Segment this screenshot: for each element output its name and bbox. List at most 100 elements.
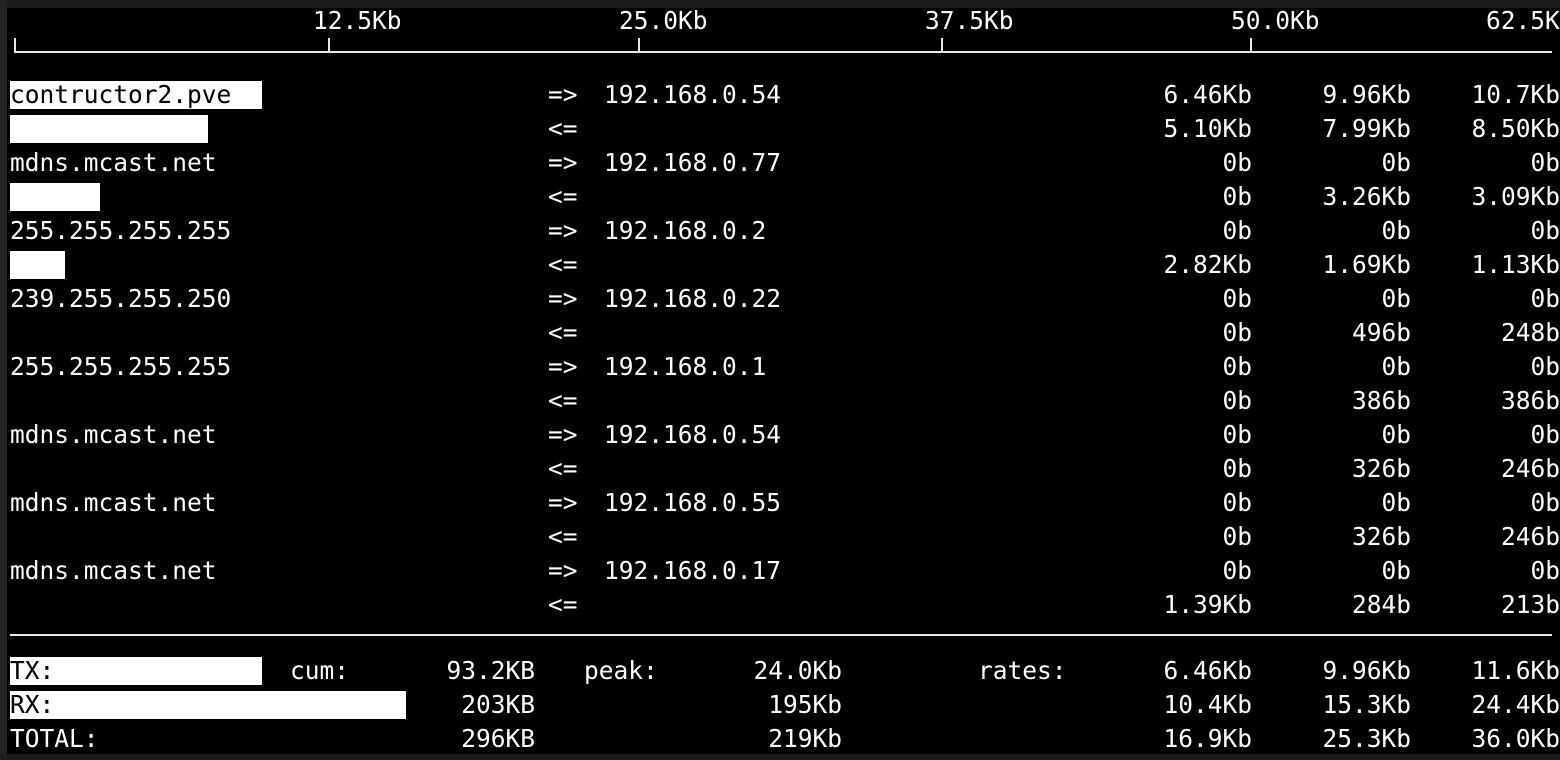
tx-rate-1: 0b	[1222, 556, 1252, 585]
tx-rate-2: 0b	[1381, 556, 1411, 585]
connection-row[interactable]: 255.255.255.255 => 192.168.0.1 0b 0b 0b <= 0b 38…	[0, 350, 1560, 418]
rx-rate-3: 246b	[1500, 454, 1560, 483]
rx-rate-1: 0b	[1222, 182, 1252, 211]
cumulative-value: 296KB	[461, 724, 535, 753]
connection-rx-line[interactable]: <= 2.82Kb 1.69Kb 1.13Kb	[0, 248, 1560, 282]
source-host: 255.255.255.255	[10, 352, 232, 381]
peer-host: 192.168.0.22	[604, 284, 782, 313]
send-arrow-icon: =>	[548, 556, 578, 585]
connection-row[interactable]: mdns.mcast.net => 192.168.0.77 0b 0b 0b <= 0b 3.…	[0, 146, 1560, 214]
rx-rate-2: 3.26Kb	[1322, 182, 1411, 211]
rx-rate-2: 326b	[1351, 522, 1411, 551]
connection-tx-line[interactable]: 239.255.255.250 => 192.168.0.22 0b 0b 0b	[0, 282, 1560, 316]
connection-tx-line[interactable]: mdns.mcast.net => 192.168.0.77 0b 0b 0b	[0, 146, 1560, 180]
peer-host: 192.168.0.54	[604, 420, 782, 449]
connection-rx-line[interactable]: <= 0b 3.26Kb 3.09Kb	[0, 180, 1560, 214]
tx-rate-3: 0b	[1530, 148, 1560, 177]
footer-rate-3: 36.0Kb	[1471, 724, 1560, 753]
footer-divider	[10, 634, 1552, 636]
tx-rate-2: 9.96Kb	[1322, 80, 1411, 109]
connection-tx-line[interactable]: mdns.mcast.net => 192.168.0.54 0b 0b 0b	[0, 418, 1560, 452]
tx-rate-1: 0b	[1222, 420, 1252, 449]
connection-rx-line[interactable]: <= 0b 326b 246b	[0, 520, 1560, 554]
peer-host: 192.168.0.55	[604, 488, 782, 517]
connection-tx-line[interactable]: 255.255.255.255 => 192.168.0.1 0b 0b 0b	[0, 350, 1560, 384]
rx-rate-1: 0b	[1222, 454, 1252, 483]
tx-rate-3: 0b	[1530, 420, 1560, 449]
footer-rate-3: 24.4Kb	[1471, 690, 1560, 719]
source-host: mdns.mcast.net	[10, 556, 217, 585]
receive-arrow-icon: <=	[548, 522, 578, 551]
rx-rate-2: 284b	[1351, 590, 1411, 619]
scale-tick-2	[638, 38, 640, 52]
rx-rate-3: 248b	[1500, 318, 1560, 347]
rx-rate-1: 0b	[1222, 386, 1252, 415]
rx-rate-2: 1.69Kb	[1322, 250, 1411, 279]
peer-host: 192.168.0.17	[604, 556, 782, 585]
connection-rx-line[interactable]: <= 0b 386b 386b	[0, 384, 1560, 418]
source-host: 255.255.255.255	[10, 216, 232, 245]
peak-value: 195Kb	[768, 690, 842, 719]
connection-row[interactable]: 255.255.255.255 => 192.168.0.2 0b 0b 0b <= 2.82…	[0, 214, 1560, 282]
connection-row[interactable]: mdns.mcast.net => 192.168.0.17 0b 0b 0b <= 1.39…	[0, 554, 1560, 622]
connection-row[interactable]: contructor2.pve => 192.168.0.54 6.46Kb 9.96K…	[0, 78, 1560, 146]
connection-row[interactable]: 239.255.255.250 => 192.168.0.22 0b 0b 0b <= 0b 4…	[0, 282, 1560, 350]
tx-rate-2: 0b	[1381, 216, 1411, 245]
window-left-border	[0, 0, 7, 760]
connection-tx-line[interactable]: mdns.mcast.net => 192.168.0.17 0b 0b 0b	[0, 554, 1560, 588]
connection-row[interactable]: mdns.mcast.net => 192.168.0.54 0b 0b 0b <= 0b 32…	[0, 418, 1560, 486]
connection-rx-line[interactable]: <= 0b 496b 248b	[0, 316, 1560, 350]
tx-rate-3: 0b	[1530, 556, 1560, 585]
connection-tx-line[interactable]: mdns.mcast.net => 192.168.0.55 0b 0b 0b	[0, 486, 1560, 520]
connection-rx-line[interactable]: <= 1.39Kb 284b 213b	[0, 588, 1560, 622]
rx-rate-1: 5.10Kb	[1163, 114, 1252, 143]
rx-rate-1: 2.82Kb	[1163, 250, 1252, 279]
totals-footer: TX: cum: peak: rates: 93.2KB 24.0Kb 6.46Kb 9.96…	[0, 654, 1560, 758]
scale-label-3: 50.0Kb	[1231, 6, 1320, 35]
scale-tick-0	[14, 38, 16, 52]
rx-rate-3: 386b	[1500, 386, 1560, 415]
rx-bandwidth-bar	[10, 115, 208, 143]
scale-axis-line	[14, 51, 1552, 53]
rx-rate-3: 213b	[1500, 590, 1560, 619]
peak-value: 219Kb	[768, 724, 842, 753]
connection-rx-line[interactable]: <= 5.10Kb 7.99Kb 8.50Kb	[0, 112, 1560, 146]
window-bottom-border	[0, 754, 1560, 760]
scale-label-4: 62.5Kb	[1486, 6, 1560, 35]
send-arrow-icon: =>	[548, 80, 578, 109]
rx-rate-1: 0b	[1222, 318, 1252, 347]
tx-rate-1: 0b	[1222, 488, 1252, 517]
peak-label: peak:	[584, 656, 658, 685]
scale-tick-4	[1250, 38, 1252, 52]
tx-rate-1: 0b	[1222, 216, 1252, 245]
footer-bandwidth-bar	[10, 691, 406, 719]
connection-tx-line[interactable]: contructor2.pve => 192.168.0.54 6.46Kb 9.96K…	[0, 78, 1560, 112]
connection-rx-line[interactable]: <= 0b 326b 246b	[0, 452, 1560, 486]
tx-rate-2: 0b	[1381, 352, 1411, 381]
connection-list[interactable]: contructor2.pve => 192.168.0.54 6.46Kb 9.96K…	[0, 78, 1560, 623]
footer-rate-1: 16.9Kb	[1163, 724, 1252, 753]
receive-arrow-icon: <=	[548, 114, 578, 143]
rx-rate-2: 7.99Kb	[1322, 114, 1411, 143]
peer-host: 192.168.0.54	[604, 80, 782, 109]
scale-label-0: 12.5Kb	[313, 6, 402, 35]
source-host: mdns.mcast.net	[10, 420, 217, 449]
scale-label-2: 37.5Kb	[925, 6, 1014, 35]
footer-row-label: TX:	[10, 656, 55, 685]
tx-rate-3: 0b	[1530, 488, 1560, 517]
send-arrow-icon: =>	[548, 216, 578, 245]
source-host: mdns.mcast.net	[10, 148, 217, 177]
rx-rate-1: 1.39Kb	[1163, 590, 1252, 619]
receive-arrow-icon: <=	[548, 318, 578, 347]
rx-rate-3: 246b	[1500, 522, 1560, 551]
send-arrow-icon: =>	[548, 284, 578, 313]
source-host: 239.255.255.250	[10, 284, 232, 313]
send-arrow-icon: =>	[548, 148, 578, 177]
connection-tx-line[interactable]: 255.255.255.255 => 192.168.0.2 0b 0b 0b	[0, 214, 1560, 248]
rates-label: rates:	[978, 656, 1067, 685]
bandwidth-scale: 12.5Kb 25.0Kb 37.5Kb 50.0Kb 62.5Kb	[0, 6, 1560, 54]
send-arrow-icon: =>	[548, 488, 578, 517]
connection-row[interactable]: mdns.mcast.net => 192.168.0.55 0b 0b 0b <= 0b 32…	[0, 486, 1560, 554]
source-host: mdns.mcast.net	[10, 488, 217, 517]
